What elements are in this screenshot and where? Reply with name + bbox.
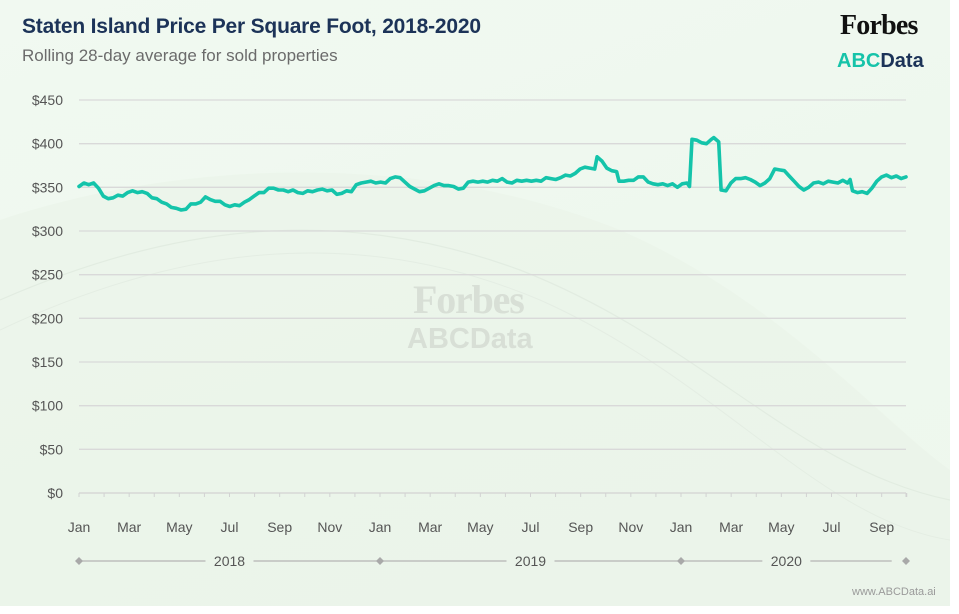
year-boundary-marker [376, 557, 384, 565]
y-tick-label: $350 [32, 179, 63, 195]
x-tick-label: May [166, 519, 192, 535]
chart-subtitle: Rolling 28-day average for sold properti… [22, 46, 338, 65]
x-tick-label: Mar [117, 519, 141, 535]
x-axis-tick-labels: Jan Mar May Jul Sep Nov Jan Mar May Jul Sep Nov Jan M… [68, 519, 895, 535]
y-tick-label: $50 [40, 441, 64, 457]
line-chart: $0 $50 $100 $150 $200 $250 $300 $350 $400 $450 Ja… [32, 92, 910, 569]
year-label: 2018 [214, 553, 245, 569]
x-tick-label: Jul [522, 519, 540, 535]
x-tick-label: Jan [670, 519, 693, 535]
y-tick-label: $250 [32, 267, 63, 283]
y-axis-tick-labels: $0 $50 $100 $150 $200 $250 $300 $350 $400 $450 [32, 92, 63, 501]
year-bands: 2018 2019 2020 [75, 553, 910, 569]
year-label: 2020 [771, 553, 802, 569]
x-tick-label: Jan [369, 519, 392, 535]
watermark-forbes: Forbes [413, 277, 525, 322]
chart-card: Staten Island Price Per Square Foot, 201… [0, 0, 950, 606]
chart-title: Staten Island Price Per Square Foot, 201… [22, 15, 481, 38]
abcdata-logo-abc: ABC [837, 50, 881, 72]
footer-url: www.ABCData.ai [852, 586, 936, 598]
x-tick-label: Nov [618, 519, 643, 535]
y-tick-label: $200 [32, 310, 63, 326]
year-boundary-marker [677, 557, 685, 565]
year-boundary-marker [902, 557, 910, 565]
y-tick-label: $150 [32, 354, 63, 370]
watermark-abcdata: ABCData [407, 323, 533, 355]
gridlines [79, 99, 906, 450]
y-tick-label: $100 [32, 398, 63, 414]
x-axis [78, 492, 908, 497]
x-tick-label: Sep [267, 519, 292, 535]
x-tick-label: Jul [221, 519, 239, 535]
x-tick-label: Mar [719, 519, 743, 535]
abcdata-logo-data: Data [880, 50, 924, 72]
x-tick-label: Sep [869, 519, 894, 535]
year-label: 2019 [515, 553, 546, 569]
x-tick-label: Jan [68, 519, 91, 535]
series-group [77, 135, 908, 212]
x-tick-label: Nov [317, 519, 342, 535]
y-tick-label: $400 [32, 136, 63, 152]
forbes-logo: Forbes [840, 10, 918, 41]
x-tick-label: Mar [418, 519, 442, 535]
x-tick-label: May [768, 519, 794, 535]
year-boundary-marker [75, 557, 83, 565]
abcdata-logo: ABCData [837, 50, 924, 73]
y-tick-label: $0 [47, 485, 63, 501]
y-tick-label: $300 [32, 223, 63, 239]
x-tick-label: Sep [568, 519, 593, 535]
x-tick-label: May [467, 519, 493, 535]
y-tick-label: $450 [32, 92, 63, 108]
x-tick-label: Jul [823, 519, 841, 535]
series-line-price-per-sqft [77, 135, 908, 212]
